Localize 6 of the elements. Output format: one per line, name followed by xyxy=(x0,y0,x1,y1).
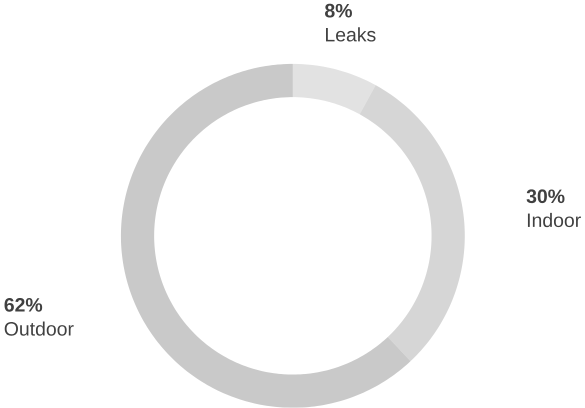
slice-label: Indoor xyxy=(528,212,581,228)
data-label: 62% xyxy=(4,298,42,312)
slice-label: Leaks xyxy=(326,27,376,42)
data-label: 30% xyxy=(526,190,564,204)
data-label: 8% xyxy=(325,4,352,18)
slice-label: Outdoor xyxy=(4,322,74,336)
